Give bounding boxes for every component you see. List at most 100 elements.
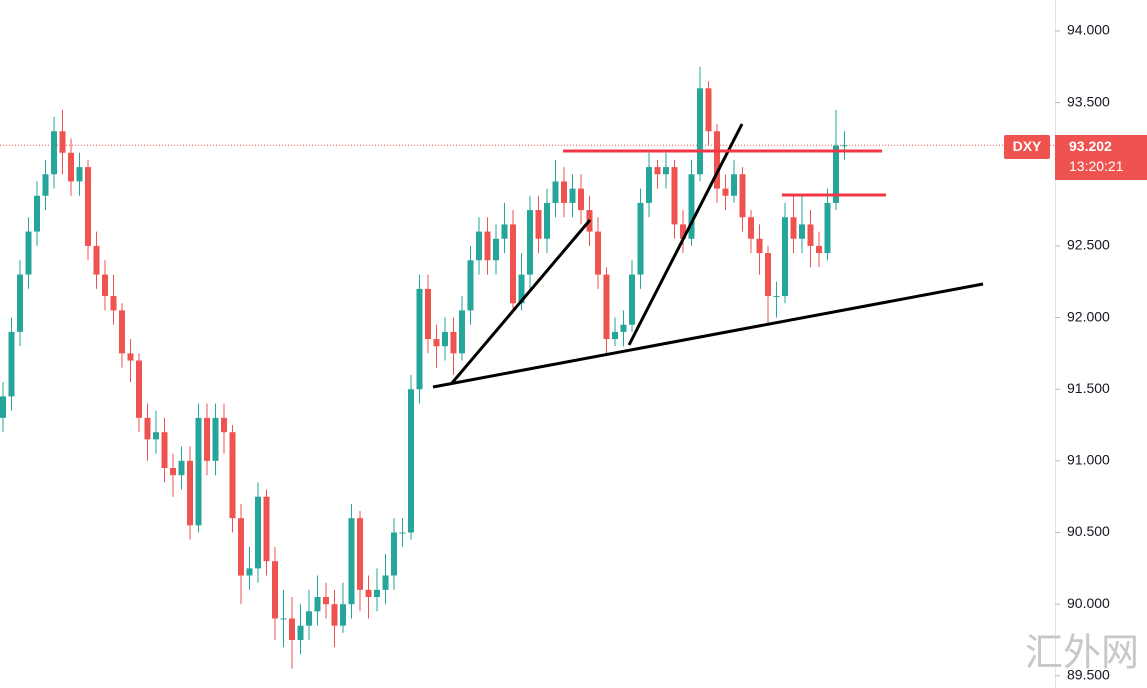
- candle-body: [195, 417, 202, 526]
- candle-body: [255, 496, 261, 569]
- candle-body: [187, 460, 193, 526]
- candle-body: [399, 532, 406, 534]
- candle-body: [263, 496, 270, 562]
- candle-body: [127, 353, 134, 361]
- candles: [0, 66, 848, 669]
- candle-body: [408, 389, 414, 533]
- y-tick-label: 91.000: [1067, 452, 1110, 468]
- candle-body: [637, 202, 644, 275]
- candle-body: [680, 224, 686, 239]
- candle-body: [773, 296, 780, 298]
- candle-body: [76, 167, 83, 182]
- candle-body: [42, 174, 49, 196]
- candle-body: [340, 604, 346, 626]
- candle-body: [119, 310, 125, 354]
- watermark: 汇外网: [1025, 631, 1139, 675]
- candle-body: [442, 331, 448, 347]
- candle-body: [17, 274, 23, 332]
- candle-body: [297, 625, 304, 640]
- candle-body: [391, 532, 397, 576]
- trend-line: [627, 123, 744, 346]
- candle-body: [484, 231, 491, 261]
- candle-body: [450, 331, 457, 354]
- candle-body: [688, 174, 695, 239]
- candle-body: [25, 231, 32, 275]
- candle-body: [790, 217, 797, 239]
- candle-body: [620, 324, 627, 332]
- candle-body: [578, 188, 584, 211]
- candle-body: [527, 210, 533, 275]
- candle-body: [612, 331, 618, 340]
- candle-body: [459, 310, 465, 354]
- candle-body: [782, 217, 788, 297]
- y-tick-label: 91.500: [1067, 380, 1110, 396]
- candle-body: [654, 167, 661, 175]
- candle-body: [272, 561, 278, 619]
- candle-body: [476, 231, 482, 261]
- candle-body: [833, 145, 839, 203]
- candle-body: [161, 432, 168, 469]
- candle-body: [544, 202, 550, 239]
- candle-body: [518, 274, 525, 304]
- candle-body: [365, 589, 372, 598]
- candle-body: [603, 274, 610, 340]
- candle-body: [314, 597, 321, 612]
- candle-body: [697, 88, 703, 175]
- candle-body: [280, 618, 287, 620]
- candle-body: [59, 131, 66, 153]
- candle-body: [85, 167, 91, 246]
- candle-body: [765, 253, 771, 297]
- candle-body: [178, 460, 185, 476]
- candle-body: [93, 245, 100, 275]
- candle-body: [467, 260, 474, 311]
- candle-body: [739, 174, 746, 218]
- candle-body: [756, 238, 763, 254]
- candle-body: [170, 468, 176, 476]
- candle-body: [561, 181, 567, 203]
- candle-body: [51, 131, 57, 175]
- price-badge: [1055, 135, 1147, 180]
- trend-line: [432, 282, 984, 389]
- countdown: 13:20:21: [1069, 158, 1124, 174]
- candle-body: [348, 518, 355, 605]
- candle-body: [221, 417, 227, 433]
- y-tick-label: 90.000: [1067, 595, 1110, 611]
- symbol: DXY: [1013, 138, 1042, 154]
- last-price-label: DXY 93.202 13:20:21: [1004, 135, 1147, 180]
- candle-body: [816, 245, 822, 254]
- symbol-badge: [1004, 135, 1050, 159]
- price-axis: 89.500 90.000 90.500 91.000 91.500 92.000 92.5…: [1055, 22, 1110, 683]
- candle-body: [246, 568, 253, 576]
- y-tick-label: 93.500: [1067, 93, 1110, 109]
- candle-body: [799, 224, 805, 239]
- candle-body: [535, 210, 542, 239]
- candle-body: [663, 167, 669, 175]
- candle-body: [136, 360, 142, 418]
- candle-body: [595, 231, 601, 275]
- candle-body: [8, 331, 15, 397]
- candle-body: [824, 202, 831, 254]
- y-tick-label: 92.000: [1067, 308, 1110, 324]
- candle-body: [204, 417, 210, 461]
- y-tick-label: 89.500: [1067, 667, 1110, 683]
- candle-body: [671, 167, 678, 225]
- candle-body: [722, 188, 729, 196]
- y-tick-label: 90.500: [1067, 523, 1110, 539]
- candle-body: [552, 181, 559, 203]
- candle-body: [323, 597, 329, 605]
- candle-body: [510, 224, 516, 304]
- candle-body: [433, 339, 440, 347]
- candle-body: [646, 167, 652, 203]
- candle-body: [731, 174, 737, 196]
- candle-body: [229, 432, 236, 519]
- candle-body: [748, 217, 754, 239]
- candle-body: [153, 432, 159, 440]
- candle-body: [501, 224, 508, 239]
- candle-body: [841, 145, 848, 147]
- candle-body: [416, 288, 423, 390]
- last-price: 93.202: [1069, 138, 1112, 154]
- trend-line: [450, 219, 592, 384]
- drawings: [432, 123, 984, 389]
- candle-body: [144, 417, 151, 440]
